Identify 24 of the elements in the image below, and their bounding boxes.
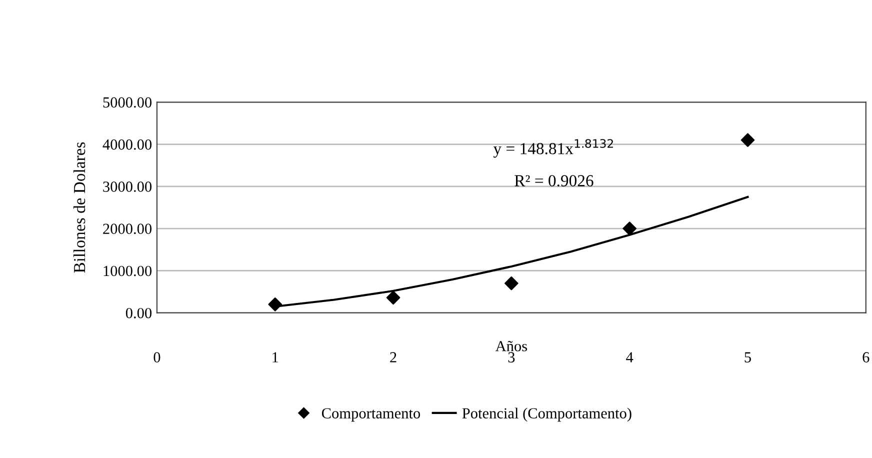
x-tick-label: 2 [390, 352, 396, 362]
annotation: y = 148.81x$^{1.8132}$ [493, 139, 613, 158]
x-tick-label: 5 [744, 352, 751, 362]
x-tick-label: 3 [508, 352, 515, 362]
x-tick-label: 0 [154, 352, 160, 362]
y-tick-label: 0.00 [126, 308, 152, 318]
y-tick-label: 5000.00 [103, 97, 152, 108]
legend-label: Comportamento [322, 408, 420, 422]
point [740, 133, 755, 147]
point [504, 276, 518, 290]
point [268, 297, 282, 312]
legend-label: Potencial (Comportamento) [462, 408, 632, 422]
y-tick-label: 2000.00 [103, 224, 152, 234]
x-tick-label: 4 [626, 352, 634, 362]
annotation: R² = 0.9026 [514, 175, 594, 186]
x-tick-label: 1 [272, 352, 278, 362]
x-tick-label: 6 [862, 352, 870, 362]
point [386, 290, 400, 305]
y-axis-title: Billones de Dolares [73, 142, 86, 273]
y-tick-label: 1000.00 [104, 266, 152, 276]
y-tick-label: 4000.00 [102, 139, 152, 150]
x-axis-title: Años [495, 340, 528, 352]
y-tick-label: 3000.00 [103, 182, 152, 192]
point [622, 222, 636, 236]
